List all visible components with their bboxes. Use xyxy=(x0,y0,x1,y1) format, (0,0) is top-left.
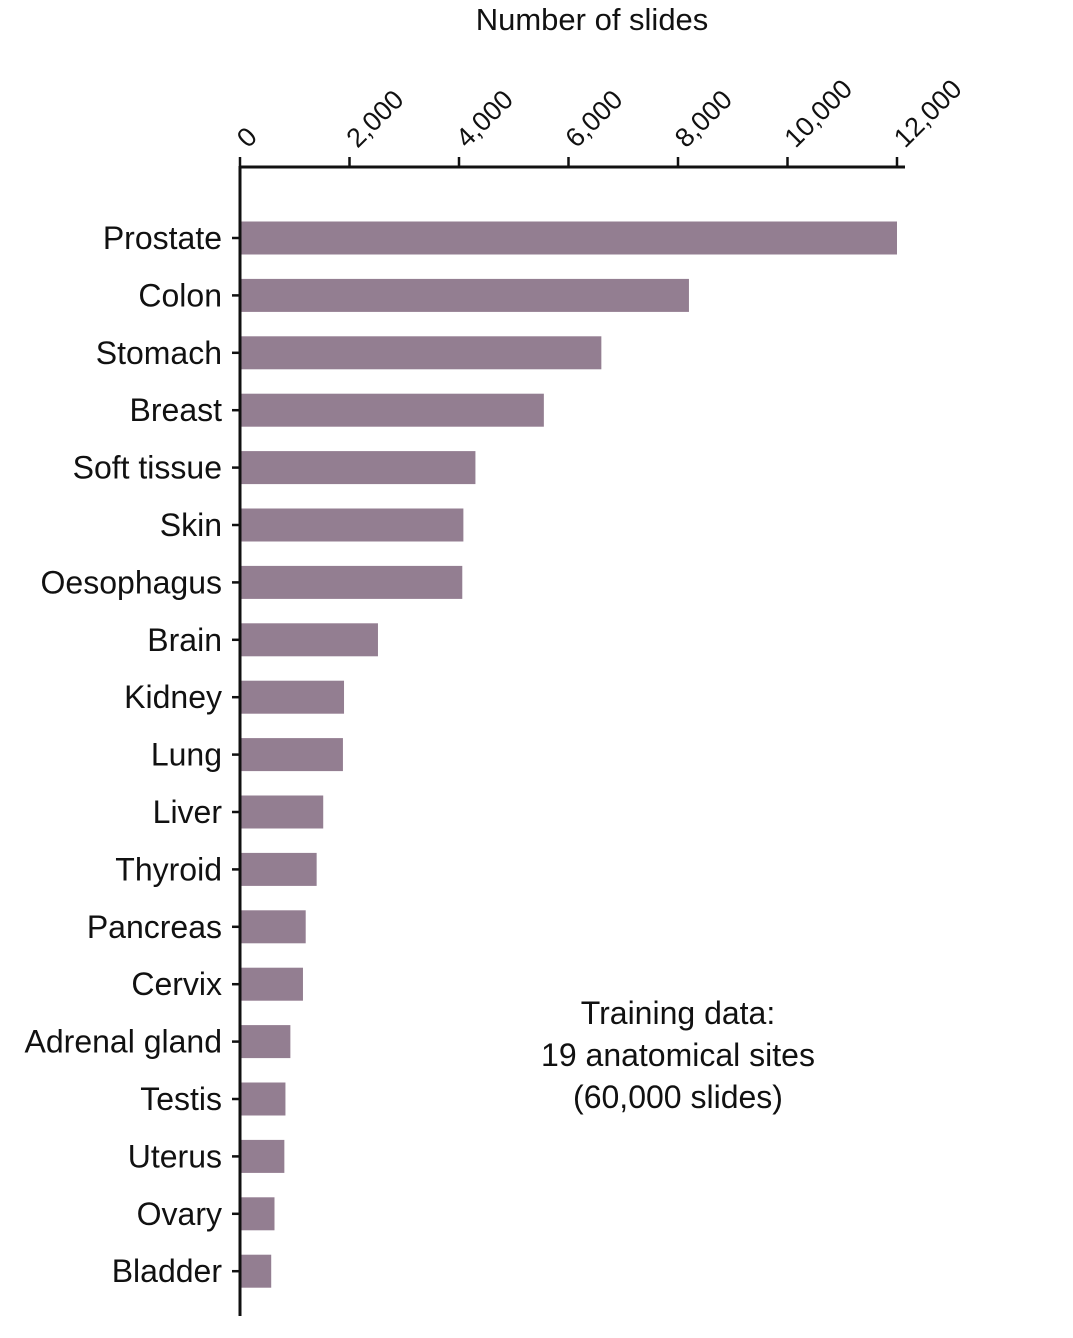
category-label-adrenal-gland: Adrenal gland xyxy=(25,1024,222,1060)
bar-adrenal-gland xyxy=(241,1025,291,1059)
bar-kidney xyxy=(241,680,345,714)
bar-breast xyxy=(241,393,544,427)
category-label-stomach: Stomach xyxy=(96,335,222,371)
annotation: Training data: 19 anatomical sites (60,000… xyxy=(541,995,815,1115)
category-label-soft-tissue: Soft tissue xyxy=(73,450,222,486)
category-label-lung: Lung xyxy=(151,737,222,773)
x-axis: 0 2,000 4,000 6,000 8,000 10,000 12,000 xyxy=(231,74,968,167)
bar-brain xyxy=(241,623,378,657)
bar-pancreas xyxy=(241,910,306,944)
annotation-line-2: (60,000 slides) xyxy=(573,1079,783,1115)
bar-soft-tissue xyxy=(241,451,476,485)
category-label-kidney: Kidney xyxy=(124,679,222,715)
category-label-cervix: Cervix xyxy=(131,966,222,1002)
bar-lung xyxy=(241,738,343,772)
category-label-colon: Colon xyxy=(138,277,222,313)
x-tick-label-0: 0 xyxy=(231,121,263,153)
category-label-brain: Brain xyxy=(147,622,222,658)
x-axis-title: Number of slides xyxy=(476,2,709,37)
category-label-liver: Liver xyxy=(153,794,223,830)
axes xyxy=(238,165,905,1316)
bar-skin xyxy=(241,508,464,542)
category-label-ovary: Ovary xyxy=(137,1196,222,1232)
bar-uterus xyxy=(241,1139,285,1173)
x-tick-label-6: 12,000 xyxy=(888,74,968,154)
bar-prostate xyxy=(241,221,897,255)
bars xyxy=(241,221,897,1288)
x-tick-label-3: 6,000 xyxy=(560,84,629,153)
bar-thyroid xyxy=(241,852,317,886)
bar-oesophagus xyxy=(241,565,463,599)
bar-stomach xyxy=(241,336,602,370)
annotation-line-1: 19 anatomical sites xyxy=(541,1037,815,1073)
bar-colon xyxy=(241,278,689,312)
x-tick-label-4: 8,000 xyxy=(669,84,738,153)
x-tick-label-1: 2,000 xyxy=(341,84,410,153)
bar-cervix xyxy=(241,967,303,1001)
category-label-testis: Testis xyxy=(140,1081,222,1117)
category-label-breast: Breast xyxy=(130,392,223,428)
bar-testis xyxy=(241,1082,286,1116)
category-label-bladder: Bladder xyxy=(112,1253,223,1289)
category-label-prostate: Prostate xyxy=(103,220,222,256)
category-label-thyroid: Thyroid xyxy=(115,851,222,887)
category-label-pancreas: Pancreas xyxy=(87,909,222,945)
x-tick-label-2: 4,000 xyxy=(450,84,519,153)
bar-ovary xyxy=(241,1197,275,1231)
annotation-line-0: Training data: xyxy=(581,995,775,1031)
bar-liver xyxy=(241,795,324,829)
x-tick-label-5: 10,000 xyxy=(779,74,859,154)
category-label-oesophagus: Oesophagus xyxy=(41,564,222,600)
category-labels: Prostate Colon Stomach Breast Soft tissue Ski… xyxy=(25,220,240,1289)
bar-bladder xyxy=(241,1254,272,1288)
category-label-uterus: Uterus xyxy=(128,1138,222,1174)
category-label-skin: Skin xyxy=(160,507,222,543)
